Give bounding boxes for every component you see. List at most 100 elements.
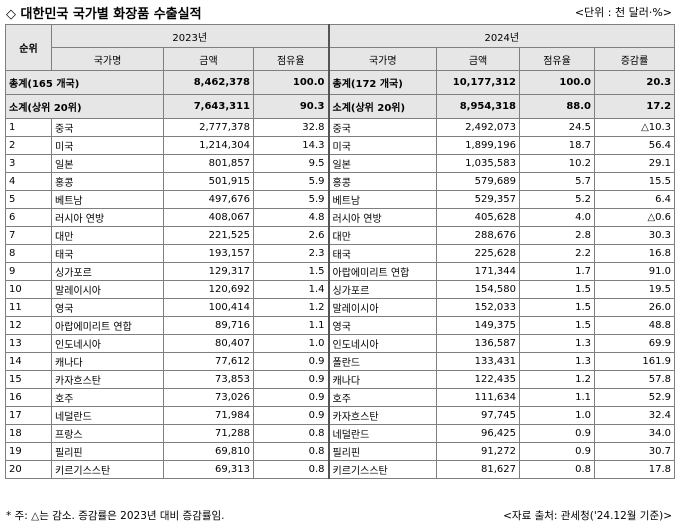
header-year-2023: 2023년	[50, 24, 330, 48]
subtotal-amount-2024: 8,954,318	[436, 94, 521, 119]
total-share-2024: 100.0	[519, 70, 596, 95]
change-2024: 91.0	[594, 262, 676, 281]
change-2024: 15.5	[594, 172, 676, 191]
rank-cell: 11	[5, 298, 52, 317]
amount-2023: 71,984	[163, 406, 254, 425]
country-2024: 영국	[327, 316, 438, 335]
share-2024: 1.0	[519, 406, 596, 425]
rank-cell: 14	[5, 352, 52, 371]
country-2023: 프랑스	[51, 424, 164, 443]
share-2024: 2.8	[519, 226, 596, 245]
country-2024: 홍콩	[327, 172, 438, 191]
rank-cell: 16	[5, 388, 52, 407]
change-2024: 56.4	[594, 136, 676, 155]
rank-cell: 2	[5, 136, 52, 155]
amount-2024: 97,745	[436, 406, 521, 425]
rank-cell: 15	[5, 370, 52, 389]
rank-cell: 4	[5, 172, 52, 191]
table-row: 3 일본 801,857 9.5 일본 1,035,583 10.2 29.1	[5, 154, 676, 173]
share-2024: 10.2	[519, 154, 596, 173]
share-2023: 9.5	[252, 154, 330, 173]
amount-2024: 288,676	[436, 226, 521, 245]
header-year-2024: 2024년	[327, 24, 676, 48]
country-2024: 네덜란드	[327, 424, 438, 443]
share-2024: 18.7	[519, 136, 596, 155]
share-2023: 0.8	[252, 460, 330, 479]
share-2023: 0.9	[252, 406, 330, 425]
change-2024: 161.9	[594, 352, 676, 371]
change-2024: 16.8	[594, 244, 676, 263]
country-2023: 네덜란드	[51, 406, 164, 425]
rank-cell: 6	[5, 208, 52, 227]
header-amount-2023: 금액	[163, 47, 254, 71]
rank-cell: 12	[5, 316, 52, 335]
country-2023: 홍콩	[51, 172, 164, 191]
total-amount-2024: 10,177,312	[436, 70, 521, 95]
subtotal-row: 소계(상위 20위) 7,643,311 90.3 소계(상위 20위) 8,9…	[5, 94, 676, 119]
country-2023: 대만	[51, 226, 164, 245]
table-row: 1 중국 2,777,378 32.8 중국 2,492,073 24.5 △10.3	[5, 118, 676, 137]
share-2023: 4.8	[252, 208, 330, 227]
header-rank: 순위	[5, 24, 52, 71]
share-2024: 1.5	[519, 316, 596, 335]
share-2023: 1.5	[252, 262, 330, 281]
country-2024: 베트남	[327, 190, 438, 209]
amount-2024: 91,272	[436, 442, 521, 461]
header-amount-2024: 금액	[436, 47, 521, 71]
table-row: 11 영국 100,414 1.2 말레이시아 152,033 1.5 26.0	[5, 298, 676, 317]
country-2023: 인도네시아	[51, 334, 164, 353]
share-2024: 1.3	[519, 352, 596, 371]
country-2024: 아랍에미리트 연합	[327, 262, 438, 281]
header-change-2024: 증감률	[594, 47, 676, 71]
share-2024: 4.0	[519, 208, 596, 227]
change-2024: 6.4	[594, 190, 676, 209]
share-2023: 14.3	[252, 136, 330, 155]
share-2024: 1.5	[519, 298, 596, 317]
change-2024: △10.3	[594, 118, 676, 137]
amount-2024: 122,435	[436, 370, 521, 389]
rank-cell: 10	[5, 280, 52, 299]
table-row: 16 호주 73,026 0.9 호주 111,634 1.1 52.9	[5, 388, 676, 407]
country-2024: 대만	[327, 226, 438, 245]
country-2023: 싱가포르	[51, 262, 164, 281]
share-2024: 24.5	[519, 118, 596, 137]
amount-2024: 133,431	[436, 352, 521, 371]
country-2023: 미국	[51, 136, 164, 155]
amount-2024: 405,628	[436, 208, 521, 227]
share-2023: 5.9	[252, 172, 330, 191]
amount-2023: 73,853	[163, 370, 254, 389]
header-country-2024: 국가명	[327, 47, 438, 71]
share-2023: 0.8	[252, 424, 330, 443]
amount-2023: 1,214,304	[163, 136, 254, 155]
change-2024: 69.9	[594, 334, 676, 353]
total-row: 총계(165 개국) 8,462,378 100.0 총계(172 개국) 10…	[5, 70, 676, 95]
table-row: 5 베트남 497,676 5.9 베트남 529,357 5.2 6.4	[5, 190, 676, 209]
amount-2024: 111,634	[436, 388, 521, 407]
total-share-2023: 100.0	[252, 70, 330, 95]
rank-cell: 20	[5, 460, 52, 479]
share-2023: 1.2	[252, 298, 330, 317]
share-2024: 5.2	[519, 190, 596, 209]
country-2024: 키르기스스탄	[327, 460, 438, 479]
share-2023: 2.6	[252, 226, 330, 245]
change-2024: 19.5	[594, 280, 676, 299]
country-2024: 호주	[327, 388, 438, 407]
subtotal-share-2023: 90.3	[252, 94, 330, 119]
header-share-2024: 점유율	[519, 47, 596, 71]
amount-2024: 579,689	[436, 172, 521, 191]
source-note: <자료 출처: 관세청('24.12월 기준)>	[503, 510, 672, 522]
rank-cell: 5	[5, 190, 52, 209]
amount-2023: 100,414	[163, 298, 254, 317]
amount-2023: 120,692	[163, 280, 254, 299]
amount-2023: 89,716	[163, 316, 254, 335]
change-2024: 34.0	[594, 424, 676, 443]
country-2024: 필리핀	[327, 442, 438, 461]
subtotal-label-2023: 소계(상위 20위)	[5, 94, 164, 119]
share-2024: 5.7	[519, 172, 596, 191]
table-row: 9 싱가포르 129,317 1.5 아랍에미리트 연합 171,344 1.7 91.0	[5, 262, 676, 281]
share-2024: 1.1	[519, 388, 596, 407]
amount-2024: 152,033	[436, 298, 521, 317]
rank-cell: 7	[5, 226, 52, 245]
amount-2023: 2,777,378	[163, 118, 254, 137]
amount-2023: 221,525	[163, 226, 254, 245]
